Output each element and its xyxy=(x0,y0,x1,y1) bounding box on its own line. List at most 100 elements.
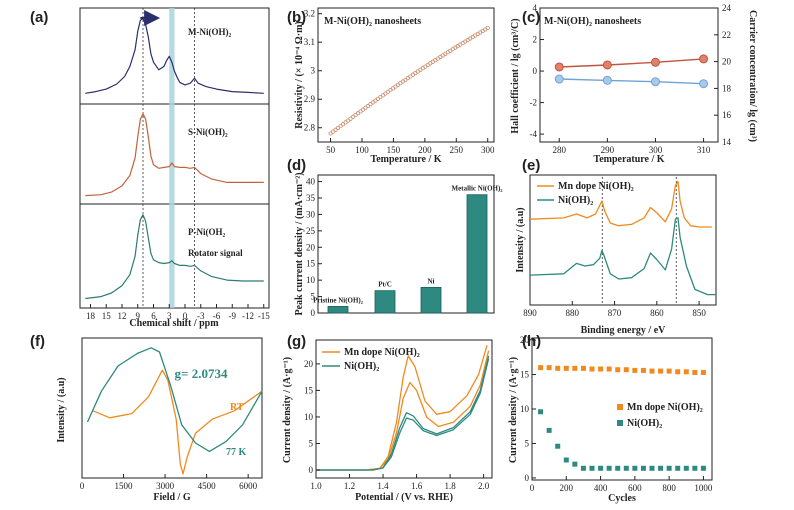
panel-g-x-tick-label: 1.4 xyxy=(377,481,389,491)
panel-e-y-axis-label: Intensity / (a.u) xyxy=(515,207,526,272)
bar-category-label: Ni xyxy=(428,277,435,285)
panel-h-y-axis-label: Current density / (A·g⁻¹) xyxy=(508,357,519,463)
panel-f-curves xyxy=(86,347,263,475)
panel-c-y2-tick-label: 16 xyxy=(722,110,732,120)
series-label-77k: 77 K xyxy=(226,447,247,458)
bar-category-label: Pt/C xyxy=(378,281,392,289)
panel-e-curves xyxy=(529,180,716,296)
panel-d-y-tick-label: 15 xyxy=(306,259,316,269)
panel-c: (c) M-Ni(OH)₂ nanosheets 280 290 300 310 -4 -… xyxy=(510,3,758,165)
cycle-point-1 xyxy=(666,465,672,471)
panel-f-label: (f) xyxy=(30,333,45,350)
nmr-curve-s-ni-oh-2 xyxy=(85,113,264,197)
cycle-point-1 xyxy=(555,443,561,449)
bar-2 xyxy=(420,286,442,314)
panel-b-x-tick-label: 150 xyxy=(387,145,401,155)
panel-c-marker xyxy=(650,77,660,87)
cycle-point-1 xyxy=(580,465,586,471)
panel-c-marker xyxy=(699,79,709,89)
panel-e-frame xyxy=(529,174,717,306)
cycle-point-1 xyxy=(675,465,681,471)
panel-e-x-tick-label: 860 xyxy=(650,308,664,318)
panel-d-y-tick-label: 35 xyxy=(306,193,316,203)
panel-b-frame xyxy=(317,7,495,143)
panel-g-x-axis-label: Potential / (V vs. RHE) xyxy=(355,492,453,503)
cycle-point-1 xyxy=(640,465,646,471)
xps-curve-1 xyxy=(529,217,716,296)
panel-g-y-tick-label: 10 xyxy=(304,412,314,422)
cycle-point-0 xyxy=(598,366,604,372)
panel-e-dashed-lines xyxy=(601,177,677,305)
cycle-point-1 xyxy=(649,465,655,471)
panel-e-x-tick-label: 880 xyxy=(566,308,580,318)
panel-a-x-tick-label: 18 xyxy=(86,311,96,321)
panel-d-y-tick-label: 40 xyxy=(306,177,316,187)
panel-b-y-tick-label: 3.1 xyxy=(304,37,315,47)
cycle-point-0 xyxy=(649,368,655,374)
panel-f-ticks: 0 1500 3000 4500 6000 xyxy=(80,474,258,491)
panel-f: (f) g= 2.0734 RT 77 K 0 1500 3000 4500 6000 … xyxy=(30,333,263,503)
resistivity-point xyxy=(485,25,490,31)
cycle-point-1 xyxy=(692,465,698,471)
panel-h-y-tick-label: 15 xyxy=(520,370,530,380)
panel-g-y-tick-label: 5 xyxy=(309,439,314,449)
shaded-band-rect xyxy=(169,8,175,308)
panel-h-x-tick-label: 400 xyxy=(594,483,608,493)
panel-g-x-tick-label: 1.2 xyxy=(344,481,355,491)
panel-c-series xyxy=(554,54,709,89)
epr-curve-1 xyxy=(86,347,263,453)
panel-c-marker xyxy=(554,74,564,84)
panel-d-y-tick-label: 0 xyxy=(311,308,316,318)
panel-c-y2-axis-label: Carrier concentration/ lg (cm³) xyxy=(747,10,758,142)
panel-a-x-tick-label: 12 xyxy=(118,311,127,321)
panel-a-x-tick-label: -6 xyxy=(213,311,221,321)
cv-curve-1 xyxy=(316,350,490,471)
panel-h-x-tick-label: 0 xyxy=(530,483,535,493)
panel-c-marker xyxy=(602,60,612,70)
panel-a-x-tick-label: 3 xyxy=(167,311,172,321)
panel-h-ticks: 0 200 400 600 800 1000 0 5 10 15 20 xyxy=(520,335,713,493)
cycle-point-0 xyxy=(658,368,664,374)
panel-c-title: M-Ni(OH)₂ nanosheets xyxy=(544,16,641,27)
cycle-point-1 xyxy=(700,465,706,471)
panel-e-label: (e) xyxy=(522,157,540,174)
panel-c-marker xyxy=(602,75,612,85)
panel-b-x-tick-label: 250 xyxy=(450,145,464,155)
legend-label-mn-dope-g: Mn dope Ni(OH)₂ xyxy=(344,347,420,358)
panel-d: (d) Pristine Ni(OH)₂ Pt/C Ni Metallic Ni(OH… xyxy=(287,157,502,318)
panel-h-x-tick-label: 800 xyxy=(662,483,676,493)
panel-g-y-tick-label: 20 xyxy=(304,359,314,369)
panel-c-y-axis-label: Hall coefficient / lg (cm³/C) xyxy=(510,18,521,133)
cycle-point-0 xyxy=(666,368,672,374)
panel-d-bars: Pristine Ni(OH)₂ Pt/C Ni Metallic Ni(OH)₂ xyxy=(313,185,502,314)
cycle-point-0 xyxy=(580,365,586,371)
panel-c-marker xyxy=(699,54,709,64)
panel-b-y-axis-label: Resistivity / (× 10⁻⁴ Ω·m) xyxy=(294,21,305,129)
panel-a-x-tick-label: -9 xyxy=(229,311,237,321)
panel-c-frame xyxy=(539,7,719,143)
panel-d-ticks: 0 5 10 15 20 25 30 35 40 xyxy=(306,177,322,318)
panel-b-y-tick-label: 3 xyxy=(311,66,316,76)
bar-category-label: Pristine Ni(OH)₂ xyxy=(313,296,363,304)
panel-b-ticks: 50 100 150 200 250 300 2.8 2.9 3 3.1 3.2 xyxy=(304,9,495,155)
panel-h-y-tick-label: 5 xyxy=(525,438,530,448)
series-label-rt: RT xyxy=(230,402,244,413)
panel-c-line xyxy=(559,58,704,68)
cycle-point-1 xyxy=(606,465,612,471)
panel-d-y-axis-label: Peak current density / (mA·cm⁻²) xyxy=(294,172,305,315)
cycle-point-1 xyxy=(615,465,621,471)
panel-g-curves xyxy=(316,345,490,471)
panel-a-x-axis-label: Chemical shift / ppm xyxy=(129,318,219,329)
panel-g-label: (g) xyxy=(287,333,306,350)
panel-h-y-tick-label: 20 xyxy=(520,335,530,345)
panel-g-frame xyxy=(315,339,493,479)
panel-d-label: (d) xyxy=(287,157,306,174)
panel-h-points xyxy=(538,365,706,471)
panel-a-x-ticks: 18 15 12 9 6 3 0 -3 -6 -9 -12 -15 xyxy=(86,304,270,321)
panel-h-x-tick-label: 600 xyxy=(628,483,642,493)
panel-f-y-axis-label: Intensity / (a.u) xyxy=(56,377,67,442)
panel-a-dashed-lines xyxy=(142,8,195,308)
panel-g-y-tick-label: 15 xyxy=(304,385,314,395)
panel-b-x-tick-label: 300 xyxy=(481,145,495,155)
bar-3 xyxy=(466,194,488,314)
